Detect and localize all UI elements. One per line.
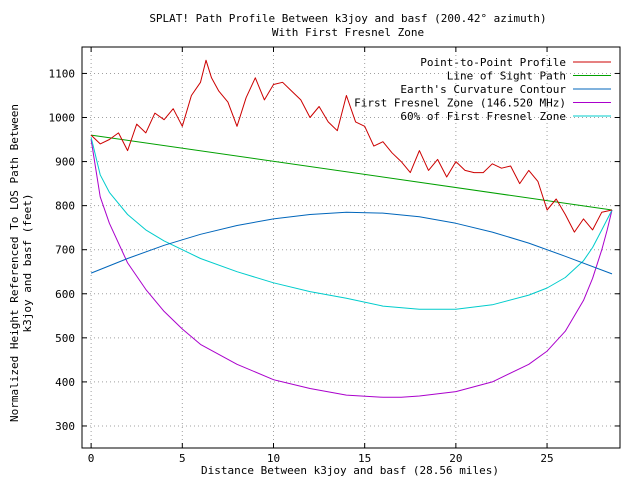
legend-label-los: Line of Sight Path [447,70,566,83]
y-tick-label: 600 [55,288,75,301]
y-tick-label: 900 [55,156,75,169]
x-tick-label: 0 [88,452,95,465]
y-tick-label: 1000 [49,112,76,125]
x-tick-label: 25 [540,452,553,465]
x-axis-label: Distance Between k3joy and basf (28.56 m… [201,464,499,477]
grid-layer [82,47,620,448]
series-line-profile [90,59,613,233]
y-axis-label-line1: Normalized Height Referenced To LOS Path… [8,104,21,422]
y-axis-label-line2: k3joy and basf (feet) [21,193,34,332]
x-tick-label: 20 [449,452,462,465]
y-tick-label: 300 [55,420,75,433]
legend-label-profile: Point-to-Point Profile [420,56,566,69]
x-tick-label: 5 [179,452,186,465]
y-tick-label: 1100 [49,67,76,80]
x-tick-label: 15 [358,452,371,465]
chart-title: SPLAT! Path Profile Between k3joy and ba… [149,12,546,25]
y-tick-label: 800 [55,200,75,213]
series-layer [90,59,613,398]
plot-frame [81,46,621,449]
y-tick-label: 700 [55,244,75,257]
y-tick-label: 500 [55,332,75,345]
x-tick-label: 10 [267,452,280,465]
legend-label-curvature: Earth's Curvature Contour [400,83,566,96]
series-line-los [91,134,613,211]
series-line-fresnel60 [90,137,613,310]
axes-layer: 0 5 10 15 20 25 300 400 500 600 700 800 900 1000 1100 [49,46,621,465]
legend-label-fresnel60: 60% of First Fresnel Zone [400,110,566,123]
series-line-fresnel [90,139,613,398]
series-line-curvature [90,211,613,275]
legend-label-fresnel: First Fresnel Zone (146.520 MHz) [354,97,566,110]
y-tick-label: 400 [55,376,75,389]
chart-subtitle: With First Fresnel Zone [272,26,424,39]
